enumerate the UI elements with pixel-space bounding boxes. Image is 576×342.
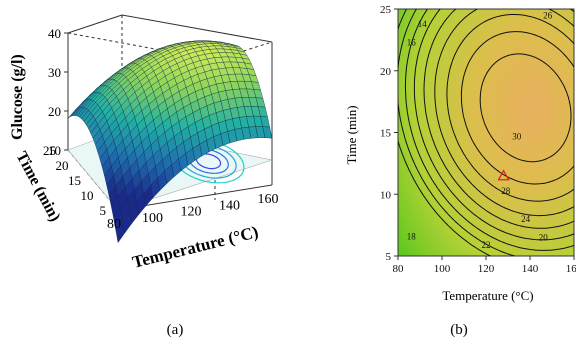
contour-line-30 bbox=[479, 53, 572, 163]
contour-line-20 bbox=[413, 9, 574, 241]
contour-y-tick-10: 10 bbox=[380, 189, 392, 201]
optimum-marker bbox=[497, 169, 510, 181]
surface-x-tick-80: 80 bbox=[107, 217, 121, 232]
contour-y-tick-20: 20 bbox=[380, 66, 392, 78]
contour-x-tick-120: 120 bbox=[478, 263, 495, 275]
contour-x-tick-80: 80 bbox=[393, 263, 405, 275]
surface-y-tick-15: 15 bbox=[68, 173, 81, 188]
surface-x-tick-140: 140 bbox=[219, 198, 240, 213]
surface-y-tick-5: 5 bbox=[100, 203, 107, 218]
surface-z-tick-30: 30 bbox=[48, 65, 61, 80]
caption-a: (a) bbox=[167, 322, 184, 338]
contour-line-26 bbox=[446, 14, 574, 202]
contour-x-tick-140: 140 bbox=[522, 263, 539, 275]
contour-label-30: 30 bbox=[512, 131, 522, 141]
surface-y-tick-25: 25 bbox=[43, 143, 56, 158]
contour-label-24: 24 bbox=[521, 214, 531, 224]
contour-label-22: 22 bbox=[482, 240, 491, 250]
contour-x-tick-160: 160 bbox=[566, 263, 576, 275]
contour-line-18 bbox=[404, 9, 574, 251]
contour-label-14: 14 bbox=[418, 19, 428, 29]
caption-b: (b) bbox=[450, 322, 468, 338]
response-surface bbox=[67, 40, 273, 244]
contour-y-tick-15: 15 bbox=[380, 128, 392, 140]
contour-line-22 bbox=[423, 9, 574, 229]
contour-label-20: 20 bbox=[539, 233, 549, 243]
contour-line-14 bbox=[398, 9, 492, 256]
surface-x-tick-120: 120 bbox=[181, 205, 202, 220]
contour-y-axis-label: Time (min) bbox=[344, 105, 359, 164]
contour-y-tick-25: 25 bbox=[380, 4, 392, 16]
surface-z-axis-label: Glucose (g/l) bbox=[9, 54, 26, 140]
contour-line-16 bbox=[398, 9, 574, 256]
surface-z-tick-20: 20 bbox=[48, 104, 61, 119]
surface-z-tick-10: 10 bbox=[48, 143, 61, 158]
contour-label-18: 18 bbox=[407, 231, 417, 241]
surface-patch bbox=[262, 126, 273, 139]
surface-x-tick-100: 100 bbox=[142, 211, 163, 226]
contour-y-tick-5: 5 bbox=[386, 251, 392, 263]
contour-line-28 bbox=[460, 31, 574, 185]
contour-label-16: 16 bbox=[407, 38, 417, 48]
contour-plot-area bbox=[397, 8, 575, 257]
surface-x-axis-label: Temperature (°C) bbox=[130, 222, 260, 272]
surface-z-tick-40: 40 bbox=[48, 26, 61, 41]
contour-x-axis-label: Temperature (°C) bbox=[442, 288, 533, 303]
surface-y-tick-10: 10 bbox=[81, 188, 94, 203]
contour-label-26: 26 bbox=[543, 10, 553, 20]
floor-contour-line bbox=[195, 153, 222, 170]
contour-x-tick-100: 100 bbox=[434, 263, 451, 275]
contour-line-24 bbox=[434, 9, 574, 217]
surface-y-tick-20: 20 bbox=[56, 158, 69, 173]
surface-x-tick-160: 160 bbox=[258, 192, 279, 207]
contour-label-28: 28 bbox=[501, 186, 511, 196]
